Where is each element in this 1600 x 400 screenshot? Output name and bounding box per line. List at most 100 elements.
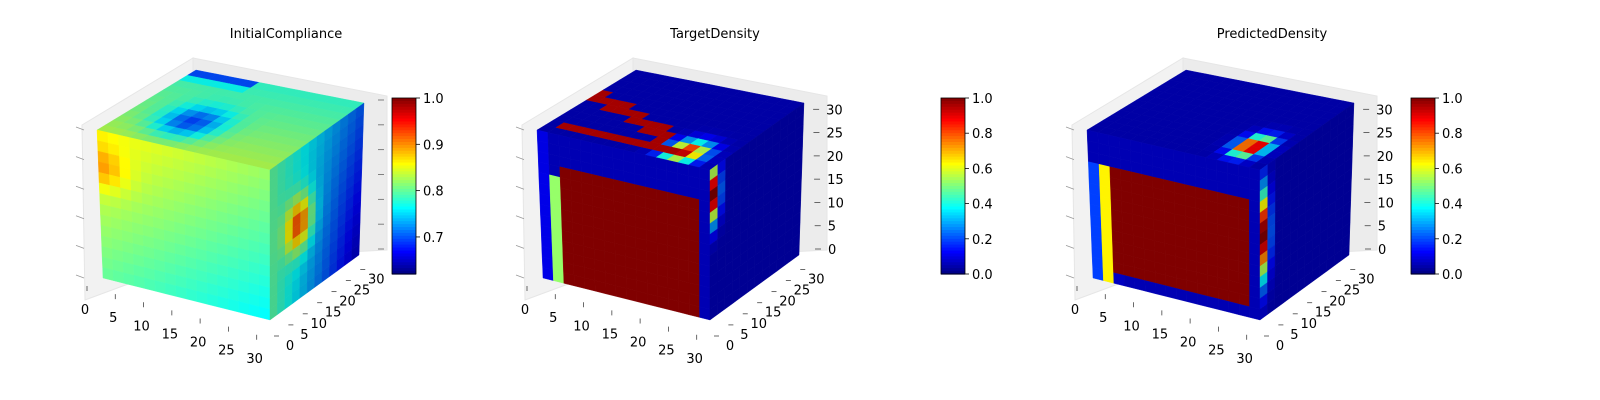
colorbar-segment	[1411, 200, 1435, 205]
x-tick-label: 0	[1071, 303, 1079, 318]
colorbar-tick-label: 0.0	[1442, 268, 1463, 283]
y-tick-label: 25	[354, 284, 371, 299]
y-tick-label: 20	[779, 295, 796, 310]
colorbar-segment	[1411, 130, 1435, 134]
colorbar-segment	[392, 259, 416, 263]
colorbar-segment	[1411, 191, 1435, 196]
colorbar-segment	[1411, 268, 1435, 272]
colorbar-tick-label: 0.4	[972, 198, 993, 213]
colorbar-segment	[941, 238, 965, 243]
colorbar-segment	[1411, 174, 1435, 178]
pane-tick	[1065, 245, 1075, 249]
colorbar-segment	[941, 191, 965, 196]
colorbar-segment	[1411, 265, 1435, 269]
pane-tick	[75, 245, 85, 249]
colorbar-tick-label: 1.0	[423, 92, 444, 107]
colorbar-segment	[941, 171, 965, 175]
x-tick-label: 5	[109, 311, 117, 326]
x-tick-label: 5	[549, 311, 557, 326]
colorbar-segment	[392, 133, 416, 137]
colorbar-tick-label: 0.0	[972, 268, 993, 283]
z-tick-label: 10	[827, 196, 844, 211]
colorbar-segment	[392, 156, 416, 161]
colorbar-frame	[940, 97, 966, 275]
colorbar-segment	[392, 139, 416, 143]
colorbar-segment	[392, 209, 416, 213]
colorbar-segment	[1411, 235, 1435, 240]
colorbar-segment	[1411, 212, 1435, 216]
colorbar-segment	[1411, 209, 1435, 213]
colorbar-segment	[1411, 124, 1435, 128]
y-tick-label: 0	[726, 339, 734, 354]
panel-1: InitialCompliance05101520253005101520253…	[75, 27, 444, 367]
y-tick-label: 0	[1276, 339, 1284, 354]
colorbar-segment	[941, 139, 965, 143]
colorbar-segment	[1411, 183, 1435, 187]
colorbar-segment	[1411, 142, 1435, 146]
colorbar-segment	[392, 103, 416, 108]
colorbar-segment	[941, 106, 965, 111]
colorbar-segment	[941, 174, 965, 178]
colorbar-segment	[1411, 136, 1435, 140]
y-tick-label: 20	[339, 295, 356, 310]
colorbar-segment	[392, 215, 416, 219]
panel-2: TargetDensity051015202530051015202530051…	[515, 27, 993, 367]
colorbar: 0.0 0.2 0.4 0.6 0.8 1.0	[1410, 92, 1463, 283]
colorbar-segment	[941, 244, 965, 249]
colorbar-segment	[1411, 197, 1435, 202]
colorbar-segment	[1411, 227, 1435, 231]
colorbar-segment	[392, 253, 416, 257]
colorbar-tick-label: 0.2	[972, 233, 993, 248]
colorbar-segment	[392, 238, 416, 243]
colorbar-segment	[941, 221, 965, 225]
colorbar-segment	[941, 203, 965, 208]
x-tick-label: 10	[133, 319, 150, 334]
y-tick-label: 30	[368, 272, 385, 287]
colorbar-segment	[392, 183, 416, 187]
x-tick-label: 25	[658, 344, 675, 359]
pane-tick	[515, 126, 525, 131]
colorbar-segment	[392, 221, 416, 225]
colorbar-segment	[1411, 218, 1435, 222]
colorbar-segment	[392, 147, 416, 152]
colorbar-segment	[1411, 271, 1435, 275]
colorbar-segment	[1411, 115, 1435, 120]
colorbar-segment	[392, 218, 416, 222]
colorbar-segment	[941, 256, 965, 260]
colorbar-segment	[392, 188, 416, 193]
colorbar-segment	[941, 227, 965, 231]
colorbar-segment	[1411, 171, 1435, 175]
colorbar-segment	[941, 265, 965, 269]
colorbar-segment	[392, 224, 416, 228]
colorbar-segment	[941, 118, 965, 123]
colorbar-segment	[941, 206, 965, 211]
x-tick-label: 25	[218, 344, 235, 359]
colorbar-segment	[941, 133, 965, 137]
colorbar: 0.7 0.8 0.9 1.0	[391, 92, 444, 275]
colorbar-segment	[1411, 194, 1435, 199]
colorbar-segment	[1411, 215, 1435, 219]
colorbar-tick-label: 1.0	[972, 92, 993, 107]
colorbar-segment	[392, 159, 416, 164]
colorbar: 0.0 0.2 0.4 0.6 0.8 1.0	[940, 92, 993, 283]
colorbar-tick-label: 0.8	[972, 127, 993, 142]
colorbar-segment	[1411, 180, 1435, 184]
y-tick-label: 5	[300, 328, 308, 343]
x-tick-label: 5	[1099, 311, 1107, 326]
colorbar-segment	[392, 241, 416, 246]
colorbar-segment	[392, 262, 416, 266]
colorbar-frame	[391, 97, 417, 275]
colorbar-segment	[392, 162, 416, 167]
colorbar-segment	[941, 268, 965, 272]
colorbar-segment	[1411, 188, 1435, 193]
colorbar-segment	[1411, 256, 1435, 260]
x-tick-label: 30	[246, 352, 263, 367]
colorbar-segment	[392, 232, 416, 237]
colorbar-segment	[1411, 98, 1435, 102]
z-tick-label: 15	[827, 173, 844, 188]
colorbar-segment	[1411, 230, 1435, 234]
colorbar-segment	[1411, 165, 1435, 169]
pane-tick	[1065, 215, 1075, 220]
colorbar-segment	[941, 230, 965, 234]
